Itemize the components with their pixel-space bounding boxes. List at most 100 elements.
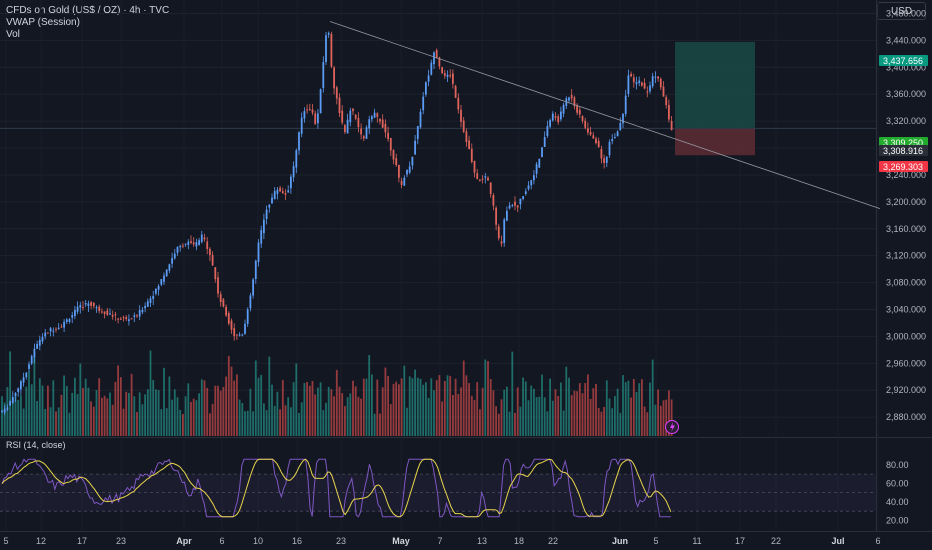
candle-body	[330, 33, 333, 67]
volume-bar	[524, 381, 527, 436]
volume-bar	[276, 391, 279, 436]
candle-body	[527, 185, 530, 189]
candle-body	[654, 76, 657, 78]
candle-body	[600, 148, 603, 159]
time-tick-label: Jul	[831, 536, 844, 546]
candle-body	[346, 119, 349, 134]
candle-body	[587, 128, 589, 133]
candle-body	[319, 89, 322, 114]
candle-body	[182, 245, 184, 247]
volume-bar	[452, 395, 454, 436]
volume-bar	[668, 390, 670, 436]
volume-bar	[195, 400, 198, 436]
lightning-icon	[670, 422, 675, 432]
price-badge-label: 3,437.656	[883, 56, 923, 66]
candle-body	[57, 327, 60, 329]
candle-body	[511, 205, 514, 207]
volume-bar	[379, 413, 381, 436]
candle-body	[665, 97, 668, 106]
volume-bar	[333, 396, 335, 436]
volume-bar	[14, 396, 17, 436]
candle-body	[643, 82, 646, 89]
volume-bar	[508, 411, 511, 436]
candle-body	[49, 328, 52, 332]
candle-body	[549, 120, 551, 127]
candle-body	[308, 108, 311, 110]
volume-bar	[28, 371, 30, 436]
candle-body	[557, 116, 560, 123]
candle-body	[500, 241, 503, 244]
candle-body	[349, 110, 352, 123]
candle-body	[25, 372, 28, 378]
candle-body	[584, 120, 587, 128]
volume-bar	[511, 351, 514, 436]
volume-indicator-label[interactable]: Vol	[6, 29, 20, 40]
price-badge	[879, 145, 928, 156]
symbol-title[interactable]: CFDs on Gold (US$ / OZ) · 4h · TVC	[6, 5, 170, 16]
candle-body	[506, 210, 508, 221]
volume-bar	[535, 397, 538, 436]
candle-body	[449, 75, 452, 77]
rsi-tick-label: 20.00	[886, 515, 909, 525]
rsi-indicator-label[interactable]: RSI (14, close)	[6, 440, 66, 450]
candle-body	[441, 67, 443, 74]
volume-bar	[616, 388, 619, 436]
time-tick-label: 13	[477, 536, 487, 546]
candle-body	[322, 62, 325, 89]
volume-bar	[657, 389, 659, 436]
candle-body	[109, 313, 111, 315]
volume-bar	[68, 412, 71, 436]
volume-bar	[654, 404, 657, 436]
volume-bar	[144, 394, 146, 436]
volume-bar	[265, 410, 268, 436]
candle-body	[60, 326, 63, 328]
candle-body	[179, 245, 182, 248]
volume-bar	[516, 387, 519, 436]
candle-body	[168, 264, 171, 271]
candle-body	[241, 334, 244, 336]
candle-body	[249, 295, 252, 309]
candle-body	[641, 82, 643, 86]
volume-bar	[306, 382, 308, 436]
volume-bar	[603, 406, 605, 436]
candle-body	[38, 339, 41, 346]
candle-body	[257, 242, 260, 262]
candle-body	[176, 246, 179, 253]
volume-bar	[157, 390, 160, 436]
vwap-indicator-label[interactable]: VWAP (Session)	[6, 17, 80, 28]
volume-bar	[163, 367, 165, 436]
candle-body	[63, 321, 65, 328]
volume-bar	[414, 369, 416, 436]
time-tick-label: 6	[875, 536, 880, 546]
price-tick-label: 3,120.000	[886, 251, 926, 261]
alert-flash-icon[interactable]	[665, 420, 679, 434]
candle-body	[314, 113, 317, 124]
volume-bar	[47, 385, 49, 436]
candle-body	[74, 309, 76, 317]
candle-body	[573, 97, 576, 107]
volume-bar	[6, 387, 9, 436]
volume-bar	[111, 404, 114, 436]
volume-bar	[203, 380, 206, 436]
volume-bar	[635, 392, 638, 436]
volume-bar	[173, 389, 176, 436]
volume-bar	[470, 395, 473, 436]
volume-bar	[290, 407, 292, 436]
volume-bar	[659, 405, 662, 436]
volume-bar	[263, 403, 265, 436]
candle-body	[190, 241, 192, 243]
volume-bar	[233, 380, 236, 436]
volume-bar	[20, 395, 22, 436]
volume-bar	[441, 401, 443, 436]
volume-bar	[419, 378, 422, 436]
candle-body	[427, 75, 430, 82]
volume-bar	[9, 351, 11, 436]
volume-bar	[403, 365, 406, 436]
volume-bar	[562, 410, 565, 436]
candle-body	[82, 306, 84, 308]
candle-body	[284, 193, 287, 195]
candle-body	[657, 76, 659, 79]
volume-bar	[219, 390, 222, 436]
candle-body	[222, 299, 225, 307]
